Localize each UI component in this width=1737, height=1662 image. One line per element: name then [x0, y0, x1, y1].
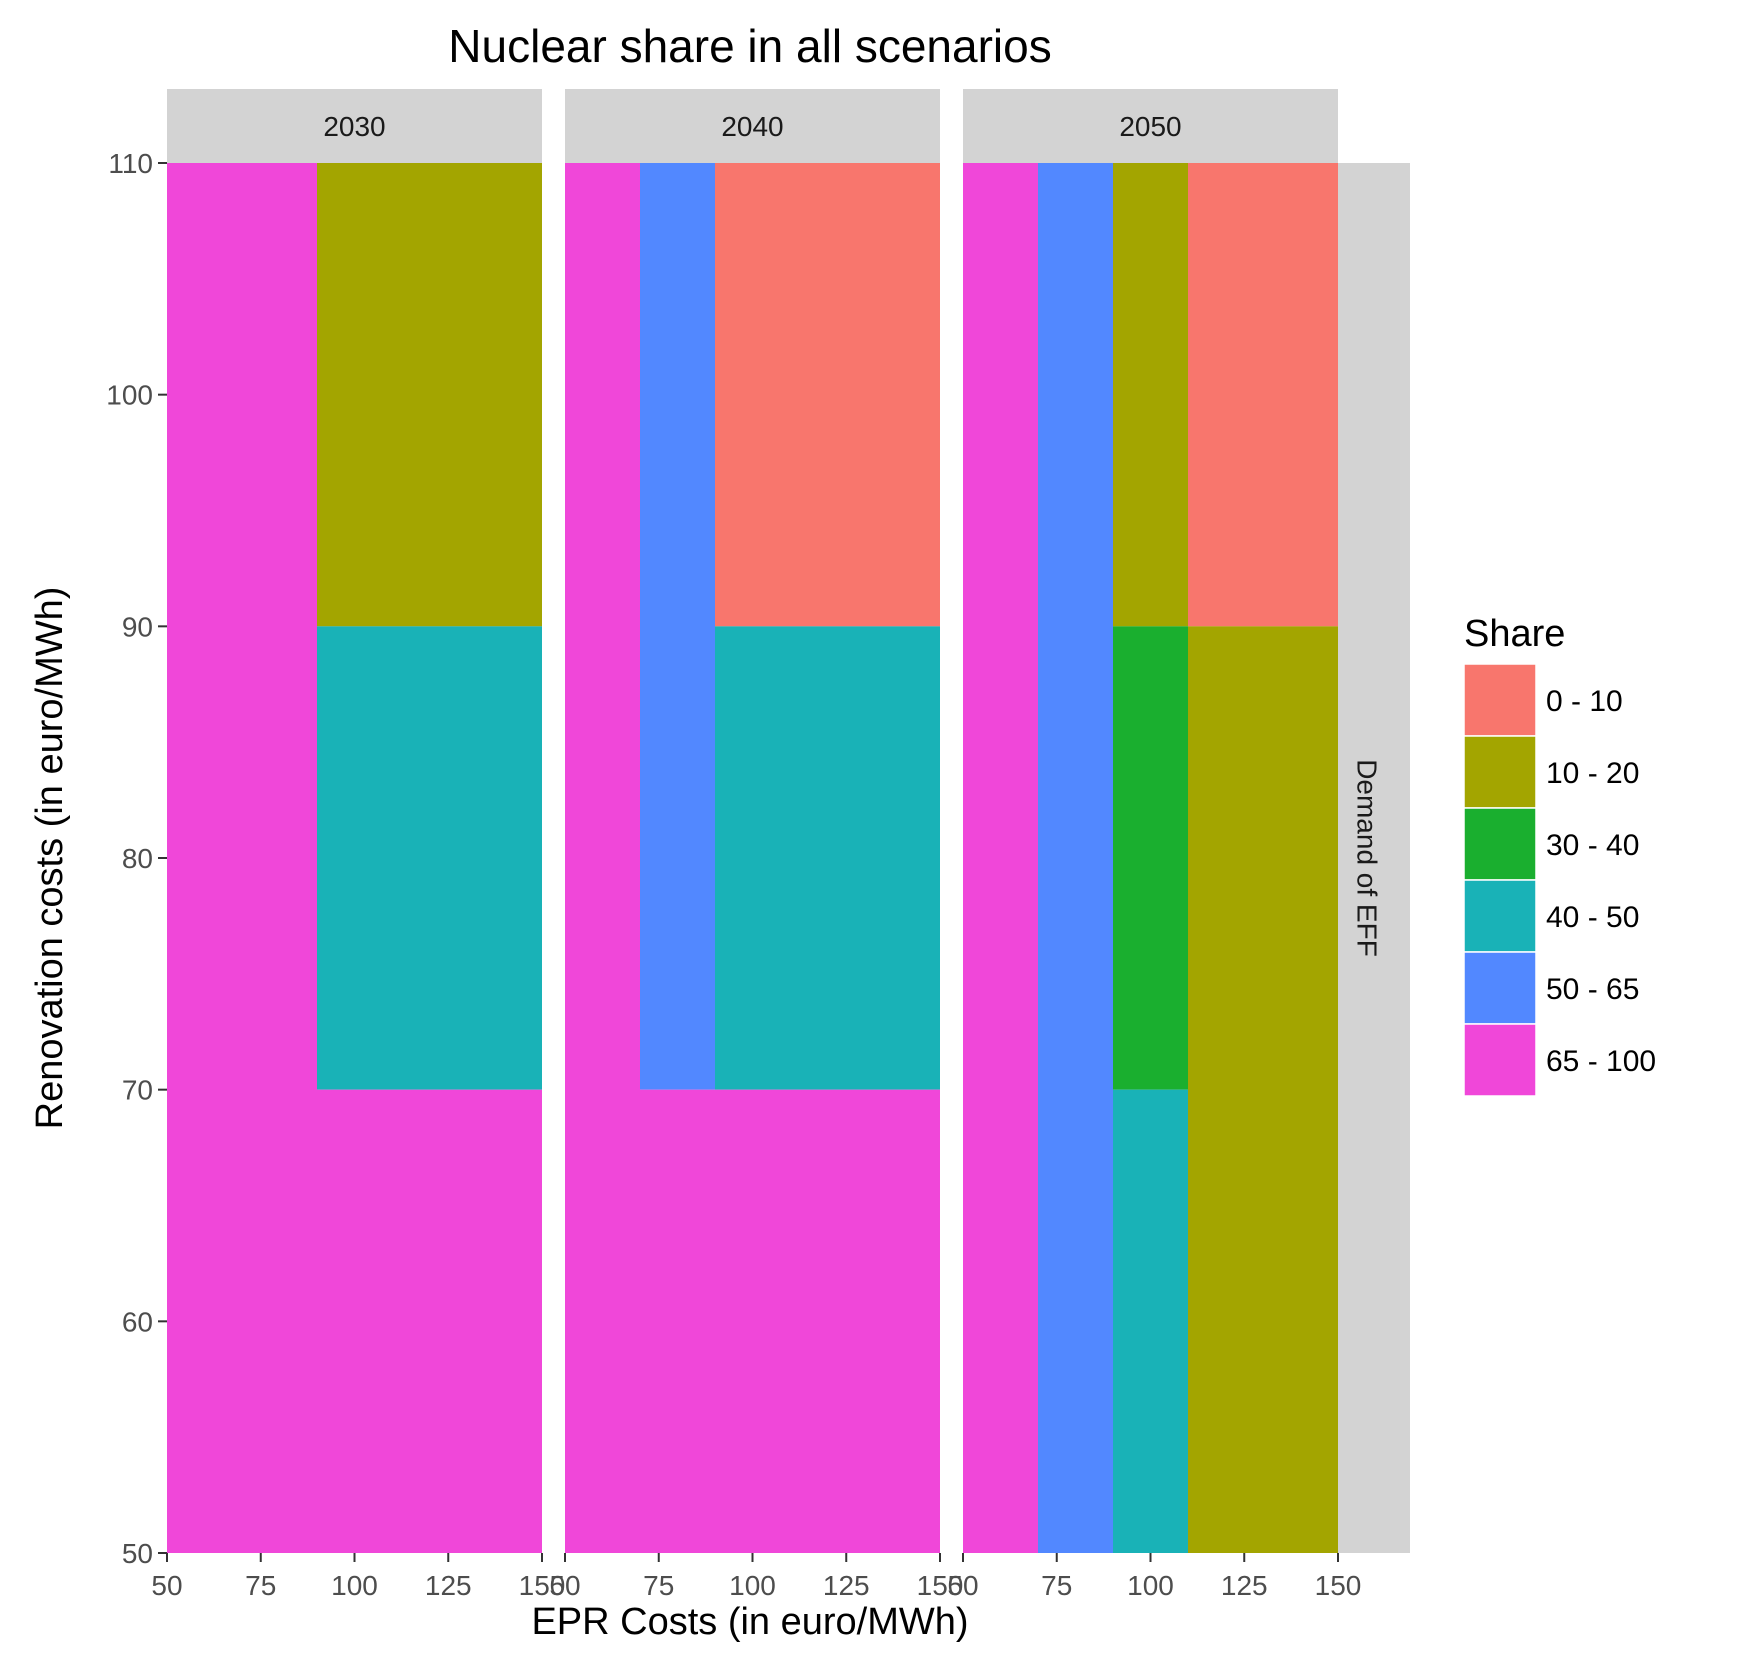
panel-strip — [565, 89, 940, 163]
heatmap-tile — [715, 626, 940, 1090]
panel-2040: 2040 50 75 100 125 150 — [549, 89, 963, 1601]
x-tick-label: 125 — [425, 1570, 472, 1601]
legend-keys: 0 - 10 10 - 20 30 - 40 40 - 50 50 - 65 65 - 1… — [1463, 663, 1656, 1097]
panel-2050: 2050 50 75 100 125 150 — [947, 89, 1361, 1601]
chart-title: Nuclear share in all scenarios — [448, 20, 1051, 72]
legend-key — [1463, 735, 1537, 809]
x-tick-label: 75 — [643, 1570, 674, 1601]
heatmap-tile — [565, 163, 640, 1553]
legend-label: 50 - 65 — [1546, 973, 1639, 1006]
x-tick-label: 100 — [1127, 1570, 1174, 1601]
x-tick-label: 75 — [1041, 1570, 1072, 1601]
heatmap-tile — [317, 626, 542, 1090]
heatmap-tile — [1038, 163, 1113, 1553]
x-tick-label: 50 — [151, 1570, 182, 1601]
panel-strip-label: 2040 — [721, 111, 783, 142]
x-tick-label: 100 — [331, 1570, 378, 1601]
legend-key — [1463, 879, 1537, 953]
row-strip-background — [1338, 163, 1410, 1553]
legend-key — [1463, 807, 1537, 881]
legend-title: Share — [1464, 613, 1565, 655]
legend-label: 10 - 20 — [1546, 757, 1639, 790]
heatmap-tile — [1113, 626, 1188, 1090]
x-tick-label: 75 — [245, 1570, 276, 1601]
heatmap-tile — [715, 163, 940, 627]
y-tick-label: 50 — [122, 1538, 153, 1569]
x-tick-label: 50 — [549, 1570, 580, 1601]
panel-strip — [167, 89, 542, 163]
row-strip: Demand of EFF — [1338, 163, 1410, 1553]
legend-label: 30 - 40 — [1546, 829, 1639, 862]
y-axis: 50 60 70 80 90 100 110 — [106, 148, 167, 1569]
y-tick-label: 110 — [108, 148, 153, 179]
y-tick-label: 90 — [122, 611, 153, 642]
heatmap-tile — [167, 163, 317, 1553]
heatmap-tile — [1188, 163, 1338, 627]
x-tick-label: 150 — [1315, 1570, 1362, 1601]
x-tick-label: 125 — [823, 1570, 870, 1601]
legend-label: 40 - 50 — [1546, 901, 1639, 934]
panel-strip — [963, 89, 1338, 163]
y-tick-label: 60 — [122, 1306, 153, 1337]
panel-2030: 2030 50 75 100 125 150 — [151, 89, 565, 1601]
y-tick-label: 70 — [122, 1075, 153, 1106]
y-tick-label: 100 — [106, 380, 153, 411]
heatmap-tile — [1188, 626, 1338, 1553]
x-tick-label: 150 — [519, 1570, 566, 1601]
legend-label: 0 - 10 — [1546, 685, 1623, 718]
x-tick-label: 100 — [729, 1570, 776, 1601]
panel-strip-label: 2030 — [323, 111, 385, 142]
x-tick-label: 150 — [917, 1570, 964, 1601]
heatmap-tile — [963, 163, 1038, 1553]
heatmap-tile — [640, 163, 715, 1090]
x-axis-title: EPR Costs (in euro/MWh) — [531, 1601, 968, 1643]
heatmap-tile — [640, 1089, 940, 1553]
heatmap-tile — [317, 163, 542, 627]
heatmap-tile — [317, 1089, 542, 1553]
panel-strip-label: 2050 — [1119, 111, 1181, 142]
y-tick-label: 80 — [122, 843, 153, 874]
legend-label: 65 - 100 — [1546, 1045, 1656, 1078]
panels-layer: 2030 50 75 100 125 150 2040 50 75 100 125 150 2050 50… — [151, 89, 1361, 1601]
heatmap-tile — [1113, 163, 1188, 627]
legend-key — [1463, 1023, 1537, 1097]
x-tick-label: 50 — [947, 1570, 978, 1601]
legend-key — [1463, 663, 1537, 737]
row-strip-label: Demand of EFF — [1352, 759, 1383, 957]
legend: Share 0 - 10 10 - 20 30 - 40 40 - 50 50 - 65… — [1463, 613, 1656, 1097]
y-axis-title: Renovation costs (in euro/MWh) — [29, 587, 71, 1130]
legend-key — [1463, 951, 1537, 1025]
x-tick-label: 125 — [1221, 1570, 1268, 1601]
heatmap-tile — [1113, 1089, 1188, 1553]
